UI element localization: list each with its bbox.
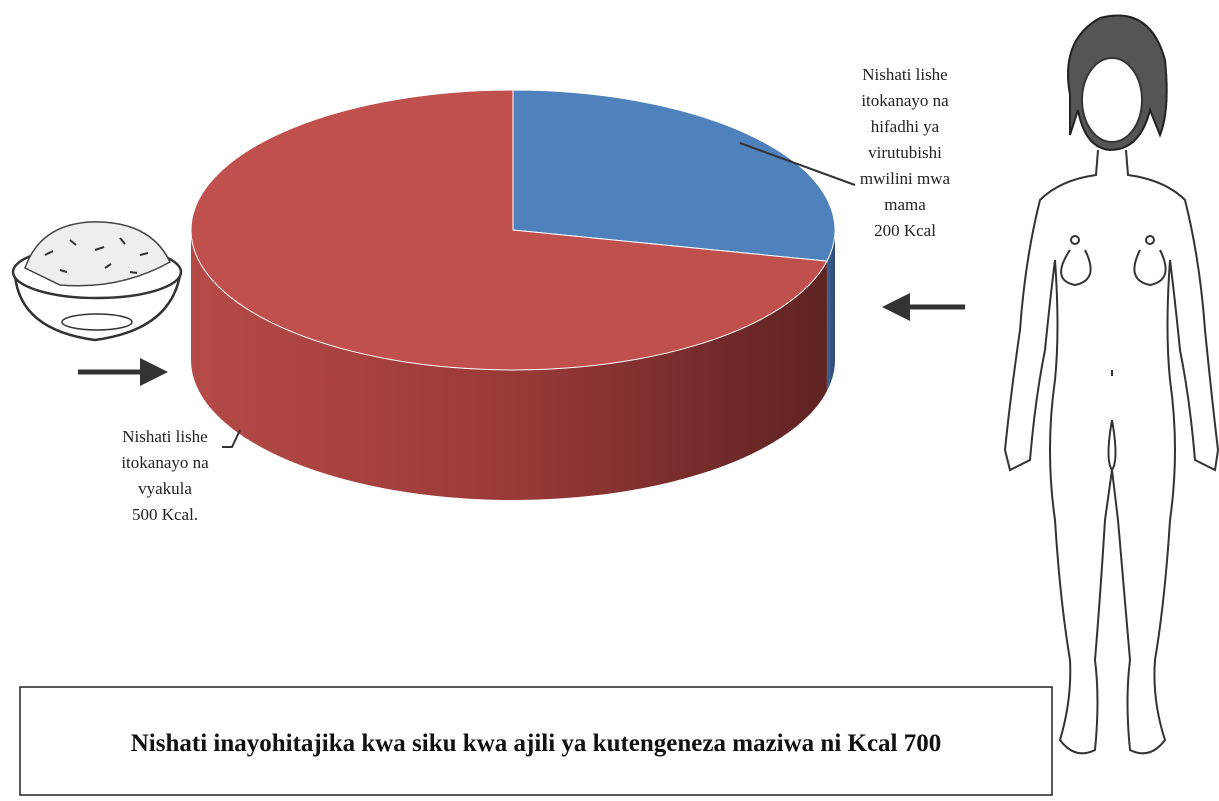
pie-side — [191, 230, 827, 500]
pie-side — [826, 230, 835, 392]
arrow — [882, 293, 965, 321]
value-label: 200 Kcal — [874, 221, 936, 240]
slice-label: virutubishi — [868, 143, 942, 162]
slice-label: mama — [884, 195, 926, 214]
leader-line — [739, 142, 856, 186]
leader-line — [222, 429, 241, 448]
slice-label: itokanayo na — [121, 453, 209, 472]
slice-label: hifadhi ya — [871, 117, 940, 136]
food-bowl-illustration — [11, 221, 183, 342]
woman-illustration — [1003, 14, 1219, 755]
value-label: 500 Kcal. — [132, 505, 198, 524]
caption: Nishati inayohitajika kwa siku kwa ajili… — [131, 730, 942, 757]
caption-box — [19, 686, 1053, 796]
arrow — [78, 358, 168, 386]
pie-slice — [190, 89, 828, 371]
slice-label: Nishati lishe — [122, 427, 207, 446]
pie — [190, 89, 836, 500]
slice-label: mwilini mwa — [860, 169, 951, 188]
pie-slice — [512, 89, 836, 262]
slice-label: vyakula — [138, 479, 192, 498]
slice-label: Nishati lishe — [862, 65, 947, 84]
slice-label: itokanayo na — [861, 91, 949, 110]
